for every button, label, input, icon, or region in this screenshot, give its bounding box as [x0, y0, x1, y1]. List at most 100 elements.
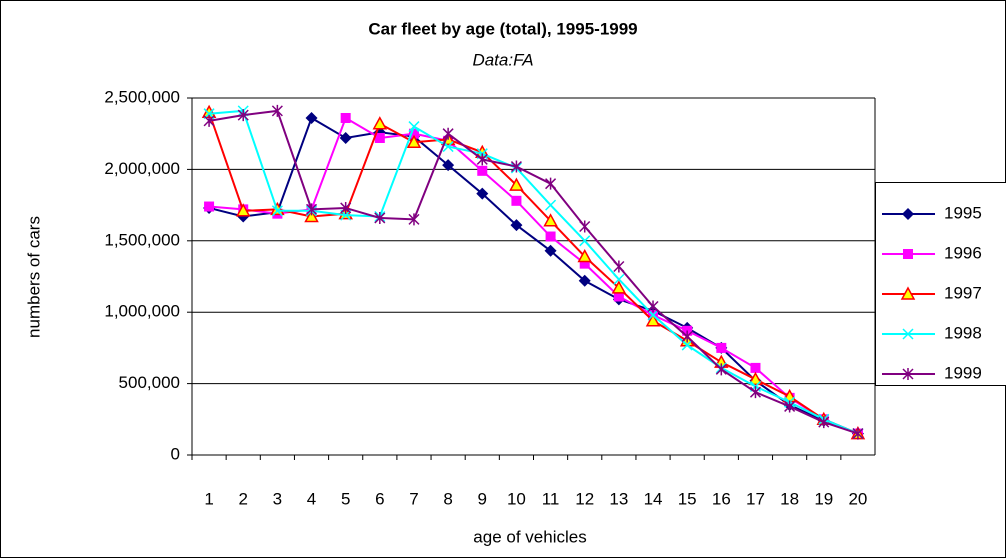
x-tick-label: 14 — [644, 489, 663, 508]
marker — [902, 208, 914, 220]
marker — [577, 248, 592, 263]
y-axis-title: numbers of cars — [24, 216, 43, 338]
marker — [304, 208, 319, 223]
legend-label: 1995 — [944, 203, 982, 222]
legend-box — [875, 182, 1006, 386]
marker — [852, 427, 864, 440]
chart-title: Car fleet by age (total), 1995-1999 — [368, 19, 637, 38]
x-tick-label: 4 — [307, 489, 316, 508]
x-tick-label: 12 — [575, 489, 594, 508]
marker — [647, 309, 659, 321]
marker — [340, 112, 351, 123]
series-line — [208, 109, 859, 435]
x-tick-label: 9 — [478, 489, 487, 508]
series-line — [208, 116, 859, 435]
marker — [681, 339, 693, 351]
x-tick-label: 11 — [542, 489, 560, 508]
y-tick-label: 2,500,000 — [104, 87, 180, 106]
marker — [578, 274, 591, 287]
marker — [543, 213, 558, 227]
x-tick-label: 16 — [712, 489, 731, 508]
y-tick-label: 0 — [171, 444, 180, 463]
marker — [613, 291, 624, 302]
x-tick-label: 20 — [848, 489, 867, 508]
x-tick-label: 3 — [273, 489, 282, 508]
marker — [545, 177, 557, 190]
marker — [579, 220, 591, 233]
marker — [305, 111, 318, 124]
x-tick-label: 5 — [341, 489, 350, 508]
marker — [900, 286, 916, 300]
marker — [749, 386, 762, 399]
legend-label: 1998 — [944, 323, 982, 342]
marker — [545, 231, 556, 242]
x-tick-label: 15 — [678, 489, 697, 508]
x-tick-label: 8 — [443, 489, 452, 508]
marker — [442, 127, 454, 140]
marker — [645, 313, 661, 327]
marker — [545, 199, 557, 211]
marker — [203, 114, 215, 127]
marker — [374, 132, 385, 143]
legend-label: 1996 — [944, 243, 982, 262]
marker — [511, 195, 522, 206]
marker — [818, 416, 830, 429]
marker — [271, 205, 283, 217]
marker — [372, 116, 388, 130]
x-tick-label: 13 — [609, 489, 628, 508]
x-tick-label: 17 — [746, 489, 765, 508]
marker — [204, 201, 215, 212]
marker — [647, 300, 659, 313]
marker — [374, 211, 386, 224]
marker — [902, 328, 914, 340]
marker — [477, 165, 488, 176]
marker — [681, 330, 693, 343]
y-tick-label: 1,500,000 — [104, 230, 180, 249]
marker — [579, 258, 590, 269]
marker — [237, 109, 249, 122]
marker — [784, 400, 796, 413]
marker — [715, 363, 727, 376]
x-tick-label: 2 — [238, 489, 247, 508]
y-tick-label: 500,000 — [119, 373, 180, 392]
marker — [544, 244, 557, 257]
marker — [340, 201, 352, 214]
x-tick-label: 1 — [204, 489, 213, 508]
marker — [903, 249, 913, 259]
x-tick-label: 7 — [409, 489, 418, 508]
series-line — [208, 116, 859, 435]
series-line — [208, 109, 859, 435]
marker — [579, 235, 591, 247]
x-tick-label: 19 — [814, 489, 833, 508]
marker — [408, 213, 420, 226]
marker — [442, 159, 455, 172]
marker — [611, 280, 627, 294]
marker — [902, 368, 914, 380]
legend-label: 1997 — [944, 283, 982, 302]
marker — [509, 177, 524, 191]
marker — [613, 260, 625, 273]
y-tick-label: 2,000,000 — [104, 159, 180, 178]
marker — [235, 203, 251, 217]
marker — [613, 273, 625, 285]
chart-subtitle: Data:FA — [472, 50, 533, 69]
marker — [271, 104, 283, 117]
y-tick-label: 1,000,000 — [104, 302, 180, 321]
marker — [716, 342, 727, 353]
marker — [748, 371, 763, 386]
marker — [408, 121, 420, 133]
x-axis-title: age of vehicles — [473, 527, 586, 546]
marker — [750, 362, 761, 373]
marker — [339, 131, 352, 144]
marker — [406, 134, 422, 149]
x-tick-label: 10 — [507, 489, 526, 508]
marker — [305, 203, 318, 216]
x-tick-label: 6 — [375, 489, 384, 508]
x-tick-label: 18 — [780, 489, 799, 508]
series-line — [208, 111, 859, 435]
marker — [408, 128, 419, 139]
marker — [510, 160, 522, 173]
